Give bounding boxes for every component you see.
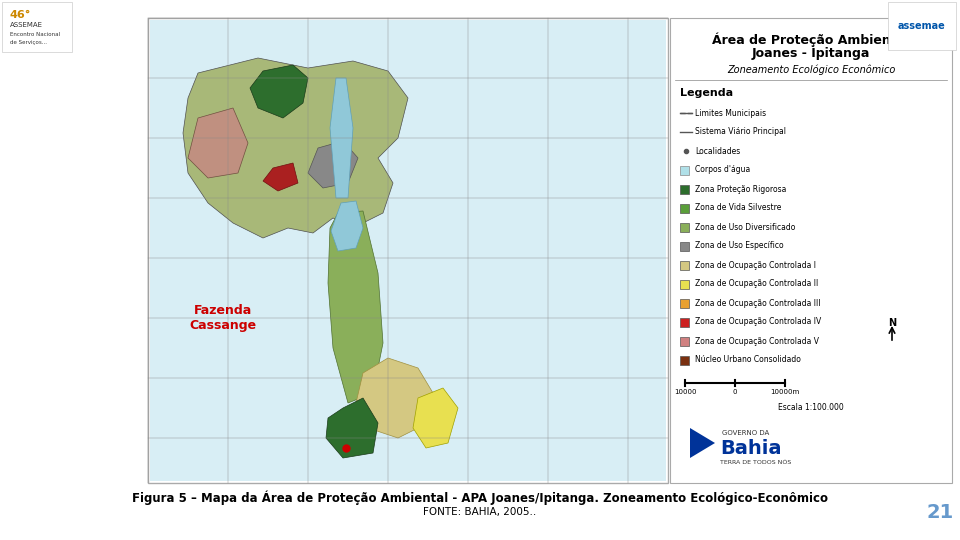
Text: Zona de Vida Silvestre: Zona de Vida Silvestre	[695, 204, 781, 213]
Polygon shape	[330, 78, 353, 198]
Polygon shape	[328, 211, 383, 403]
Polygon shape	[263, 163, 298, 191]
Polygon shape	[331, 201, 363, 251]
Text: Sistema Viário Principal: Sistema Viário Principal	[695, 127, 786, 137]
Polygon shape	[690, 428, 715, 458]
Text: 0: 0	[732, 389, 737, 395]
Text: Zona de Ocupação Controlada IV: Zona de Ocupação Controlada IV	[695, 318, 821, 327]
Text: Zona Proteção Rigorosa: Zona Proteção Rigorosa	[695, 185, 786, 193]
Text: Zona de Ocupação Controlada II: Zona de Ocupação Controlada II	[695, 280, 818, 288]
Bar	[680, 204, 689, 213]
Polygon shape	[413, 388, 458, 448]
Polygon shape	[356, 358, 433, 438]
Bar	[680, 318, 689, 327]
Bar	[680, 166, 689, 175]
Text: 46°: 46°	[10, 10, 32, 20]
Bar	[680, 280, 689, 289]
Text: Localidades: Localidades	[695, 146, 740, 156]
Text: Zona de Ocupação Controlada III: Zona de Ocupação Controlada III	[695, 299, 821, 307]
Text: Limites Municipais: Limites Municipais	[695, 109, 766, 118]
Bar	[680, 242, 689, 251]
Text: assemae: assemae	[899, 21, 946, 31]
Polygon shape	[250, 65, 308, 118]
Text: Núcleo Urbano Consolidado: Núcleo Urbano Consolidado	[695, 355, 801, 364]
Polygon shape	[326, 398, 378, 458]
Text: de Serviços...: de Serviços...	[10, 40, 47, 45]
Text: FONTE: BAHIA, 2005..: FONTE: BAHIA, 2005..	[423, 507, 537, 517]
Text: N: N	[888, 318, 896, 328]
Bar	[680, 337, 689, 346]
Bar	[680, 261, 689, 270]
Text: Fazenda
Cassange: Fazenda Cassange	[189, 304, 256, 332]
Text: Encontro Nacional: Encontro Nacional	[10, 32, 60, 37]
Text: Zona de Ocupação Controlada I: Zona de Ocupação Controlada I	[695, 260, 816, 269]
Text: Corpos d'água: Corpos d'água	[695, 165, 751, 174]
Text: Joanes - Ipitanga: Joanes - Ipitanga	[752, 48, 870, 60]
Polygon shape	[308, 141, 358, 188]
Text: Área de Proteção Ambiental: Área de Proteção Ambiental	[712, 33, 910, 47]
Text: 21: 21	[926, 503, 953, 522]
Polygon shape	[188, 108, 248, 178]
Text: Figura 5 – Mapa da Área de Proteção Ambiental - APA Joanes/Ipitanga. Zoneamento : Figura 5 – Mapa da Área de Proteção Ambi…	[132, 491, 828, 505]
Text: Zoneamento Ecológico Econômico: Zoneamento Ecológico Econômico	[727, 65, 895, 75]
Text: Escala 1:100.000: Escala 1:100.000	[779, 403, 844, 412]
Polygon shape	[183, 58, 408, 238]
Bar	[680, 356, 689, 365]
Text: Bahia: Bahia	[720, 438, 781, 457]
Bar	[150, 20, 666, 481]
Bar	[680, 299, 689, 308]
Bar	[888, 2, 956, 50]
Bar	[148, 18, 668, 483]
Text: Legenda: Legenda	[680, 88, 733, 98]
Text: 10000m: 10000m	[770, 389, 800, 395]
Text: ASSEMAE: ASSEMAE	[10, 22, 43, 28]
Bar	[680, 223, 689, 232]
Text: Zona de Uso Diversificado: Zona de Uso Diversificado	[695, 222, 796, 232]
Bar	[670, 18, 952, 483]
Text: TERRA DE TODOS NÓS: TERRA DE TODOS NÓS	[720, 461, 791, 465]
Text: Zona de Ocupação Controlada V: Zona de Ocupação Controlada V	[695, 336, 819, 346]
Text: Zona de Uso Específico: Zona de Uso Específico	[695, 241, 783, 251]
Bar	[680, 185, 689, 194]
Text: GOVERNO DA: GOVERNO DA	[722, 430, 769, 436]
Text: 10000: 10000	[674, 389, 696, 395]
Bar	[2, 2, 72, 52]
